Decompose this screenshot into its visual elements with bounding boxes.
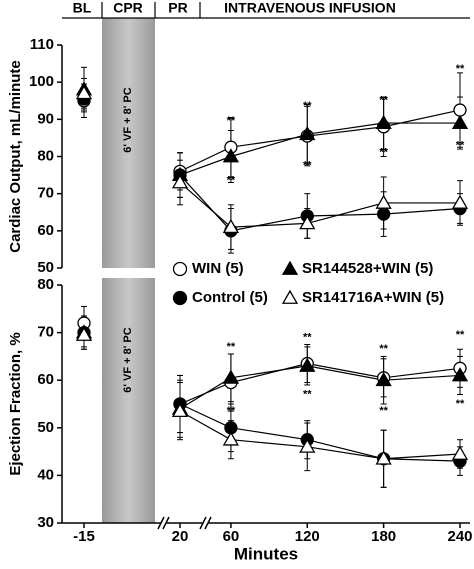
annotation: ** [456, 398, 465, 410]
x-tick-label: 240 [447, 528, 472, 545]
marker [375, 114, 392, 129]
marker [281, 289, 299, 304]
legend-background [166, 288, 272, 308]
legend-background [166, 259, 272, 279]
y-tick-label: 60 [37, 222, 54, 239]
marker [299, 357, 316, 372]
y-tick-label: 60 [37, 371, 54, 388]
annotation: ** [379, 95, 388, 107]
y-axis-label: Cardiac Output, mL/minute [7, 60, 24, 253]
y-tick-label: 70 [37, 185, 54, 202]
legend-background [276, 259, 456, 279]
band-label: 6' VF + 8' PC [122, 87, 134, 153]
legend-label: SR141716A+WIN (5) [302, 289, 444, 306]
y-tick-label: 30 [37, 514, 54, 531]
header-label: CPR [113, 0, 143, 16]
x-tick-label: 60 [223, 528, 240, 545]
marker [451, 367, 469, 382]
series-line [179, 109, 461, 172]
annotation: ** [379, 405, 388, 417]
y-tick-label: 100 [29, 73, 54, 90]
marker [299, 438, 316, 453]
marker [222, 431, 240, 446]
legend-background [276, 288, 456, 308]
marker [375, 450, 392, 465]
series-line [179, 122, 460, 176]
marker [222, 218, 240, 234]
marker [375, 371, 392, 387]
band-label: 6' VF + 8' PC [122, 327, 134, 393]
annotation: ** [227, 341, 236, 353]
y-axis-label: Ejection Fraction, % [7, 332, 24, 475]
marker [75, 85, 93, 100]
marker [222, 369, 240, 384]
y-tick-label: 80 [37, 276, 54, 293]
marker [376, 207, 391, 221]
y-tick-label: 80 [37, 147, 54, 164]
annotation: ** [303, 100, 312, 112]
x-tick-label: -15 [73, 528, 95, 545]
marker [453, 103, 467, 117]
series-line [179, 365, 461, 410]
marker [172, 290, 188, 306]
annotation: ** [379, 147, 388, 159]
header-label: INTRAVENOUS INFUSION [224, 0, 396, 16]
marker [172, 261, 188, 277]
y-tick-label: 40 [37, 466, 54, 483]
marker [451, 194, 469, 209]
annotation: ** [456, 139, 465, 151]
x-tick-label: 20 [172, 528, 189, 545]
y-tick-label: 90 [37, 110, 54, 127]
marker [281, 260, 299, 275]
marker [75, 326, 93, 341]
x-tick-label: 180 [371, 528, 396, 545]
legend-label: WIN (5) [192, 260, 244, 277]
series-line [179, 403, 461, 462]
annotation: ** [303, 388, 312, 400]
marker [171, 174, 189, 189]
annotation: ** [303, 160, 312, 172]
cpr-band [102, 18, 155, 268]
legend-label: Control (5) [192, 289, 268, 306]
legend-label: SR144528+WIN (5) [302, 260, 433, 277]
annotation: ** [227, 405, 236, 417]
y-tick-label: 50 [37, 419, 54, 436]
marker [222, 148, 240, 163]
y-tick-label: 110 [30, 36, 54, 53]
marker [451, 445, 469, 460]
header-label: PR [168, 0, 187, 16]
y-tick-label: 70 [37, 324, 54, 341]
marker [299, 125, 316, 141]
marker [375, 194, 392, 209]
marker [451, 114, 469, 129]
x-tick-label: 120 [295, 528, 320, 545]
series-line [179, 410, 461, 460]
annotation: ** [456, 329, 465, 341]
marker [299, 215, 316, 230]
annotation: ** [227, 115, 236, 127]
annotation: ** [303, 331, 312, 343]
y-tick-label: 50 [37, 259, 54, 276]
x-axis-label: Minutes [234, 544, 298, 563]
annotation: ** [227, 175, 236, 187]
annotation: ** [456, 63, 465, 75]
cpr-band [102, 278, 155, 523]
marker [171, 402, 189, 418]
header-lines [62, 2, 470, 19]
header-label: BL [73, 0, 92, 16]
annotation: ** [379, 343, 388, 355]
